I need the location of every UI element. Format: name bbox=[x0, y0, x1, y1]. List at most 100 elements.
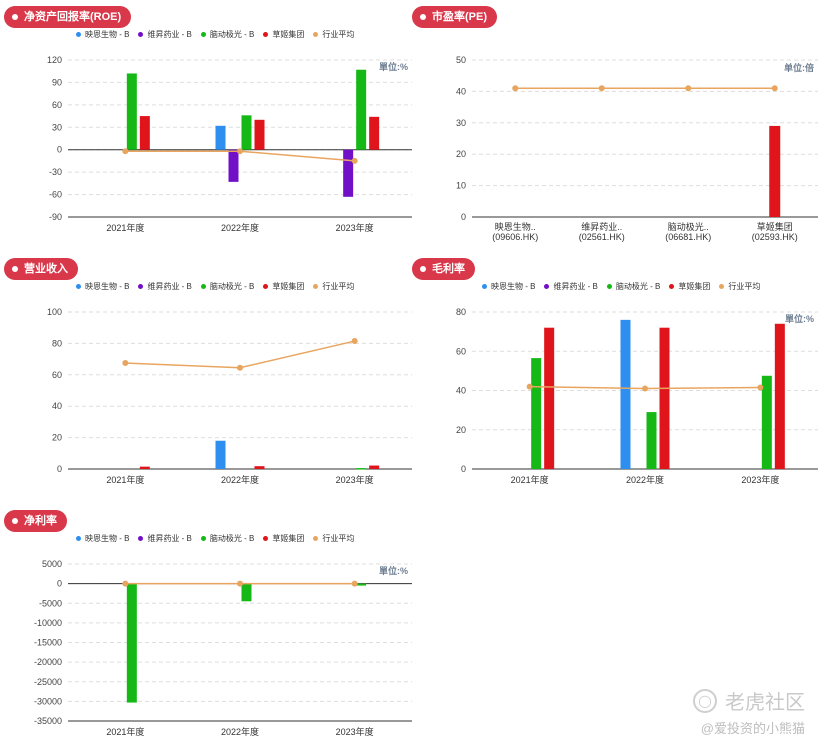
legend-label: 脑动极光 - B bbox=[615, 281, 661, 291]
bar bbox=[369, 465, 380, 469]
net-margin-legend[interactable]: 映恩生物 - B 维昇药业 - B 脑动极光 - B 草姬集团 行业平均 bbox=[76, 532, 363, 544]
pe-chart: 0 10 20 30 40 50 映恩生物.. (09606.HK) 维昇药业.. (02561.… bbox=[456, 55, 818, 242]
x-category-label: 2021年度 bbox=[106, 726, 144, 737]
x-category-label-line: 2021年度 bbox=[106, 474, 144, 485]
gross-margin-chart: 0 20 40 60 80 2021年度 2022年度 2023年度 單位:% bbox=[456, 307, 818, 485]
gross-margin-legend[interactable]: 映恩生物 - B 维昇药业 - B 脑动极光 - B 草姬集团 行业平均 bbox=[482, 280, 769, 292]
legend-item-weisheng[interactable]: 维昇药业 - B bbox=[544, 281, 598, 292]
bar bbox=[241, 115, 252, 150]
unit-label: 单位:倍 bbox=[784, 62, 814, 73]
legend-item-yingen[interactable]: 映恩生物 - B bbox=[76, 29, 129, 40]
badge-dot-icon bbox=[420, 14, 426, 20]
y-tick-label: 40 bbox=[456, 386, 466, 396]
revenue-title: 营业收入 bbox=[24, 263, 68, 275]
x-category-label-line: 2022年度 bbox=[221, 474, 259, 485]
bar bbox=[544, 327, 555, 469]
bar bbox=[241, 583, 252, 602]
x-category-label: 2022年度 bbox=[626, 474, 664, 485]
legend-dot-icon bbox=[263, 31, 269, 37]
y-tick-label: -5000 bbox=[39, 598, 62, 608]
x-category-label-line: (09606.HK) bbox=[492, 232, 538, 242]
x-category-label-line: 2023年度 bbox=[336, 726, 374, 737]
x-category-label: 2022年度 bbox=[221, 474, 259, 485]
legend-item-industry-avg[interactable]: 行业平均 bbox=[313, 29, 354, 40]
bar bbox=[139, 466, 150, 469]
legend-dot-icon bbox=[719, 283, 725, 289]
y-tick-label: 0 bbox=[57, 579, 62, 589]
x-category-label-line: 2021年度 bbox=[106, 726, 144, 737]
x-category-label-line: (02561.HK) bbox=[579, 232, 625, 242]
x-category-label: 2023年度 bbox=[336, 474, 374, 485]
legend-item-yingen[interactable]: 映恩生物 - B bbox=[482, 281, 535, 292]
revenue-legend[interactable]: 映恩生物 - B 维昇药业 - B 脑动极光 - B 草姬集团 行业平均 bbox=[76, 280, 363, 292]
legend-label: 映恩生物 - B bbox=[85, 533, 130, 543]
legend-item-caoji[interactable]: 草姬集团 bbox=[263, 281, 304, 292]
bar bbox=[228, 149, 239, 182]
industry-average-point bbox=[351, 157, 358, 164]
legend-label: 草姬集团 bbox=[272, 533, 305, 543]
x-category-label: 2022年度 bbox=[221, 726, 259, 737]
bar bbox=[531, 358, 542, 469]
industry-average-point bbox=[526, 383, 533, 390]
legend-item-industry-avg[interactable]: 行业平均 bbox=[313, 533, 354, 544]
y-tick-label: 100 bbox=[47, 307, 62, 317]
legend-label: 维昇药业 - B bbox=[553, 281, 598, 291]
legend-label: 维昇药业 - B bbox=[147, 29, 192, 39]
industry-average-point bbox=[237, 364, 243, 371]
legend-item-weisheng[interactable]: 维昇药业 - B bbox=[138, 281, 192, 292]
legend-dot-icon bbox=[669, 283, 675, 289]
x-category-label: 2021年度 bbox=[106, 474, 144, 485]
legend-dot-icon bbox=[76, 31, 81, 37]
industry-average-point bbox=[237, 148, 243, 155]
legend-dot-icon bbox=[313, 31, 319, 37]
legend-item-industry-avg[interactable]: 行业平均 bbox=[313, 281, 354, 292]
bar bbox=[215, 125, 226, 150]
revenue-chart: 0 20 40 60 80 100 2021年度 2022年度 2023年度 bbox=[47, 307, 412, 485]
legend-item-yingen[interactable]: 映恩生物 - B bbox=[76, 281, 129, 292]
legend-label: 草姬集团 bbox=[678, 281, 711, 291]
legend-label: 行业平均 bbox=[322, 29, 355, 39]
x-category-label-line: 2021年度 bbox=[106, 222, 144, 233]
legend-dot-icon bbox=[606, 283, 612, 289]
legend-dot-icon bbox=[138, 31, 144, 37]
y-tick-label: -35000 bbox=[34, 716, 62, 726]
x-category-label-line: 映恩生物.. bbox=[495, 221, 536, 232]
bar bbox=[774, 323, 785, 469]
y-tick-label: -20000 bbox=[34, 657, 62, 667]
industry-average-point bbox=[771, 85, 778, 92]
industry-average-point bbox=[598, 85, 605, 92]
legend-item-weisheng[interactable]: 维昇药业 - B bbox=[138, 29, 192, 40]
unit-label: 單位:% bbox=[379, 61, 408, 72]
legend-item-industry-avg[interactable]: 行业平均 bbox=[719, 281, 760, 292]
y-tick-label: -25000 bbox=[34, 677, 62, 687]
watermark-brand: ◯ 老虎社区 bbox=[693, 686, 805, 715]
y-tick-label: 0 bbox=[57, 464, 62, 474]
badge-dot-icon bbox=[420, 266, 426, 272]
legend-item-naodong[interactable]: 脑动极光 - B bbox=[200, 281, 254, 292]
legend-item-weisheng[interactable]: 维昇药业 - B bbox=[138, 533, 192, 544]
bar bbox=[343, 149, 354, 197]
legend-item-caoji[interactable]: 草姬集团 bbox=[263, 29, 304, 40]
legend-label: 草姬集团 bbox=[272, 281, 305, 291]
legend-label: 映恩生物 - B bbox=[85, 281, 130, 291]
x-category-label: 2023年度 bbox=[336, 726, 374, 737]
legend-item-caoji[interactable]: 草姬集团 bbox=[669, 281, 710, 292]
roe-legend[interactable]: 映恩生物 - B 维昇药业 - B 脑动极光 - B 草姬集团 行业平均 bbox=[76, 28, 363, 40]
x-category-label: 2022年度 bbox=[221, 222, 259, 233]
legend-label: 行业平均 bbox=[728, 281, 761, 291]
y-tick-label: 10 bbox=[456, 181, 466, 191]
legend-item-naodong[interactable]: 脑动极光 - B bbox=[200, 533, 254, 544]
legend-dot-icon bbox=[138, 283, 144, 289]
legend-item-caoji[interactable]: 草姬集团 bbox=[263, 533, 304, 544]
legend-item-naodong[interactable]: 脑动极光 - B bbox=[606, 281, 661, 292]
x-category-label-line: 2022年度 bbox=[221, 222, 259, 233]
legend-item-yingen[interactable]: 映恩生物 - B bbox=[76, 533, 129, 544]
legend-item-naodong[interactable]: 脑动极光 - B bbox=[200, 29, 254, 40]
industry-average-point bbox=[351, 580, 358, 587]
net-margin-chart: -35000 -30000 -25000 -20000 -15000 -10000 -500… bbox=[34, 559, 412, 737]
y-tick-label: 20 bbox=[456, 149, 466, 159]
x-category-label: 2023年度 bbox=[336, 222, 374, 233]
y-tick-label: 80 bbox=[456, 307, 466, 317]
y-tick-label: 30 bbox=[52, 122, 62, 132]
bar bbox=[126, 73, 137, 150]
